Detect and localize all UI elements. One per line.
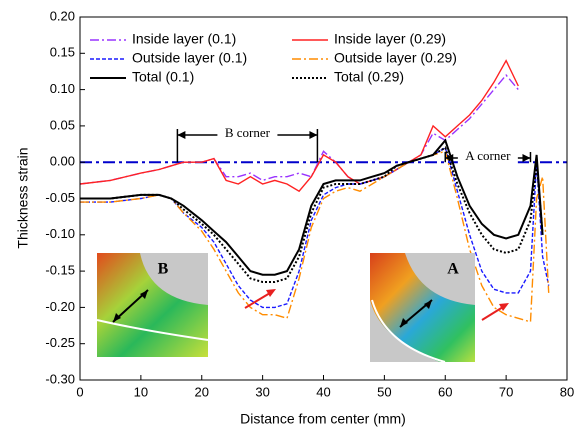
y-tick-label: -0.25 — [45, 335, 75, 350]
y-tick-label: 0.05 — [50, 117, 75, 132]
legend-label: Inside layer (0.29) — [334, 31, 446, 47]
pointer-arrowhead — [499, 303, 509, 311]
legend-label: Total (0.29) — [334, 69, 404, 85]
legend-label: Total (0.1) — [132, 69, 194, 85]
x-tick-label: 30 — [255, 384, 269, 399]
pointer-arrow — [245, 293, 270, 308]
pointer-arrowhead — [266, 289, 276, 297]
legend-label: Outside layer (0.29) — [334, 50, 457, 66]
y-tick-label: -0.15 — [45, 263, 75, 278]
chart: B A Distance from center (mm) Thickness … — [0, 0, 575, 431]
y-tick-label: -0.05 — [45, 190, 75, 205]
y-tick-label: 0.20 — [50, 8, 75, 23]
inset-label: B — [158, 261, 169, 278]
inset-b: B — [97, 253, 208, 357]
page: B A Distance from center (mm) Thickness … — [0, 0, 575, 431]
annotation: A corner — [465, 148, 511, 163]
x-tick-label: 70 — [499, 384, 513, 399]
y-tick-label: 0.00 — [50, 154, 75, 169]
x-tick-label: 50 — [377, 384, 391, 399]
annotation: B corner — [225, 125, 271, 140]
legend-label: Inside layer (0.1) — [132, 31, 236, 47]
y-axis-label: Thickness strain — [15, 147, 31, 248]
x-tick-label: 60 — [438, 384, 452, 399]
x-axis-label: Distance from center (mm) — [240, 411, 406, 427]
x-tick-label: 40 — [316, 384, 330, 399]
insets: B A — [97, 253, 509, 362]
pointer-arrow — [482, 307, 503, 320]
y-tick-label: -0.10 — [45, 226, 75, 241]
x-tick-label: 10 — [134, 384, 148, 399]
x-tick-label: 20 — [195, 384, 209, 399]
y-tick-label: -0.20 — [45, 299, 75, 314]
y-tick-label: -0.30 — [45, 371, 75, 386]
legend-label: Outside layer (0.1) — [132, 50, 247, 66]
y-tick-label: 0.10 — [50, 81, 75, 96]
inset-label: A — [447, 261, 459, 278]
y-tick-label: 0.15 — [50, 45, 75, 60]
x-tick-label: 0 — [76, 384, 83, 399]
inset-a: A — [370, 253, 475, 362]
x-tick-label: 80 — [560, 384, 574, 399]
